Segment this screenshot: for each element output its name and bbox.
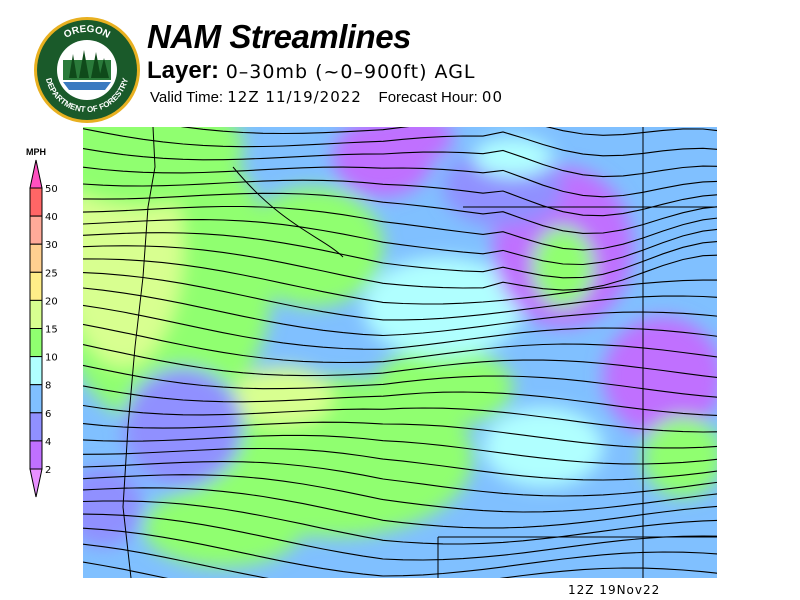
wind-speed-region	[233, 367, 333, 427]
layer-value: 0–30mb (~0–900ft) AGL	[225, 61, 476, 83]
streamline	[83, 287, 717, 337]
streamline	[83, 421, 717, 449]
streamline	[83, 128, 717, 157]
legend-swatch	[29, 299, 43, 329]
legend-swatch	[29, 187, 43, 217]
legend-tick-label: 8	[45, 381, 51, 392]
streamline	[83, 385, 717, 416]
streamline	[83, 487, 717, 529]
wind-speed-region	[123, 367, 243, 487]
streamline	[83, 500, 717, 545]
legend-swatch	[29, 356, 43, 386]
streamline	[83, 344, 717, 379]
streamline	[83, 258, 717, 305]
wind-speed-region	[473, 137, 553, 177]
wind-speed-region	[83, 127, 243, 207]
legend-tick-label: 20	[45, 296, 58, 307]
wind-speed-region	[373, 347, 513, 427]
streamline	[83, 192, 717, 234]
streamline	[83, 527, 717, 577]
oregon-department-of-forestry-logo: OREGON DEPARTMENT OF FORESTRY	[34, 17, 140, 123]
streamline	[83, 447, 717, 481]
streamline	[83, 364, 717, 398]
streamline	[83, 304, 717, 350]
streamline	[83, 434, 717, 465]
streamline	[83, 404, 717, 433]
streamline-map	[83, 127, 717, 578]
map-timestamp: 12Z 19Nov22	[568, 583, 661, 597]
legend-arrow-bottom	[29, 468, 43, 498]
svg-text:OREGON: OREGON	[62, 24, 112, 41]
legend-arrow-top	[29, 159, 43, 189]
streamline	[83, 513, 717, 561]
legend-swatch	[29, 271, 43, 301]
streamline	[83, 272, 717, 321]
streamline	[83, 148, 717, 178]
forecast-hour-label: Forecast Hour:	[378, 89, 478, 106]
streamline	[83, 166, 717, 198]
streamline	[83, 323, 717, 364]
legend-tick-label: 40	[45, 212, 58, 223]
legend-swatch	[29, 412, 43, 442]
wind-speed-region	[243, 187, 383, 307]
legend-tick-label: 15	[45, 325, 58, 336]
valid-time-value: 12Z 11/19/2022	[227, 88, 362, 106]
wind-speed-region	[483, 407, 603, 487]
map-title: NAM Streamlines	[147, 18, 411, 55]
legend-tick-label: 10	[45, 353, 58, 364]
legend-tick-label: 4	[45, 437, 51, 448]
wind-speed-region	[533, 227, 593, 307]
state-borders	[122, 127, 717, 578]
logo-text-top: OREGON	[62, 24, 112, 41]
streamline	[83, 461, 717, 497]
forecast-hour-value: 00	[481, 88, 503, 106]
streamline	[83, 245, 717, 291]
valid-time-info: Valid Time: 12Z 11/19/2022 Forecast Hour…	[150, 88, 503, 106]
streamline	[83, 219, 717, 266]
legend-swatch	[29, 328, 43, 358]
wind-speed-region	[363, 257, 523, 357]
streamline	[180, 127, 717, 136]
streamline	[83, 474, 717, 513]
streamline	[83, 179, 717, 217]
legend-unit: MPH	[26, 147, 46, 157]
streamline	[83, 543, 717, 578]
legend-tick-label: 6	[45, 409, 51, 420]
legend-tick-label: 2	[45, 465, 51, 476]
legend-tick-label: 25	[45, 268, 58, 279]
layer-label: Layer:	[147, 57, 220, 84]
wind-speed-legend: MPH 50 40 30 25 20 15 10 8 6 4 2	[26, 147, 58, 498]
valid-time-label: Valid Time:	[150, 89, 224, 106]
legend-swatch	[29, 243, 43, 273]
legend-swatch	[29, 215, 43, 245]
streamline	[83, 232, 717, 279]
wind-speed-region	[83, 467, 143, 547]
legend-tick-label: 50	[45, 184, 58, 195]
streamline	[83, 205, 717, 251]
legend-swatch	[29, 440, 43, 470]
legend-tick-label: 30	[45, 240, 58, 251]
legend-swatch	[29, 384, 43, 414]
wind-speed-region	[143, 487, 303, 567]
layer-info: Layer: 0–30mb (~0–900ft) AGL	[147, 57, 476, 85]
